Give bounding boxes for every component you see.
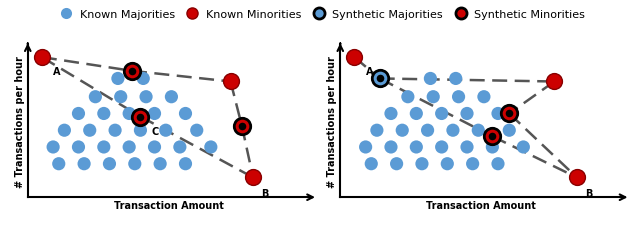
Point bbox=[149, 112, 159, 116]
Point bbox=[442, 162, 452, 166]
Point bbox=[468, 162, 478, 166]
Point bbox=[180, 112, 191, 116]
Point bbox=[374, 77, 385, 81]
Point bbox=[549, 80, 559, 84]
Point bbox=[397, 129, 407, 133]
Point bbox=[374, 77, 385, 81]
Legend: Known Majorities, Known Minorities, Synthetic Majorities, Synthetic Minorities: Known Majorities, Known Minorities, Synt… bbox=[51, 6, 589, 24]
Point bbox=[141, 95, 151, 99]
Text: A: A bbox=[53, 67, 61, 77]
Point bbox=[116, 95, 126, 99]
Point bbox=[493, 112, 503, 116]
Point bbox=[237, 124, 247, 128]
Point bbox=[135, 115, 145, 119]
Point bbox=[479, 95, 489, 99]
Point bbox=[205, 146, 216, 149]
Point bbox=[436, 146, 447, 149]
Point bbox=[54, 162, 64, 166]
Point bbox=[366, 162, 376, 166]
Text: B: B bbox=[586, 188, 593, 198]
Point bbox=[572, 176, 582, 179]
Point bbox=[149, 146, 159, 149]
Point bbox=[428, 95, 438, 99]
Point bbox=[135, 115, 145, 119]
Point bbox=[411, 146, 421, 149]
Point bbox=[130, 162, 140, 166]
Point bbox=[454, 95, 464, 99]
Point bbox=[487, 135, 497, 139]
Point bbox=[110, 129, 120, 133]
Point bbox=[90, 95, 100, 99]
Point bbox=[487, 135, 497, 139]
Point bbox=[60, 129, 70, 133]
Point bbox=[155, 162, 165, 166]
Point bbox=[518, 146, 529, 149]
Point bbox=[74, 146, 84, 149]
Point bbox=[138, 77, 148, 81]
Point bbox=[487, 146, 497, 149]
Point bbox=[417, 162, 427, 166]
Text: B: B bbox=[262, 188, 269, 198]
Point bbox=[225, 80, 236, 84]
Point bbox=[99, 146, 109, 149]
Point bbox=[462, 146, 472, 149]
Point bbox=[180, 162, 191, 166]
Point bbox=[436, 112, 447, 116]
Point bbox=[135, 129, 145, 133]
Point bbox=[74, 112, 84, 116]
Point bbox=[99, 112, 109, 116]
Point bbox=[504, 112, 515, 116]
X-axis label: Transaction Amount: Transaction Amount bbox=[426, 200, 536, 210]
Point bbox=[504, 112, 515, 116]
Point bbox=[36, 56, 47, 60]
Point bbox=[349, 56, 360, 60]
Point bbox=[493, 162, 503, 166]
Point bbox=[473, 129, 483, 133]
Point bbox=[360, 146, 371, 149]
Y-axis label: # Transactions per hour: # Transactions per hour bbox=[15, 56, 25, 187]
Text: C: C bbox=[152, 126, 159, 136]
Point bbox=[372, 129, 382, 133]
Point bbox=[237, 124, 247, 128]
Point bbox=[127, 70, 137, 73]
Point bbox=[386, 146, 396, 149]
X-axis label: Transaction Amount: Transaction Amount bbox=[114, 200, 223, 210]
Point bbox=[451, 77, 461, 81]
Point bbox=[426, 77, 436, 81]
Point bbox=[79, 162, 89, 166]
Point bbox=[403, 95, 413, 99]
Y-axis label: # Transactions per hour: # Transactions per hour bbox=[328, 56, 337, 187]
Point bbox=[161, 129, 171, 133]
Point bbox=[386, 112, 396, 116]
Point bbox=[411, 112, 421, 116]
Point bbox=[191, 129, 202, 133]
Text: A: A bbox=[365, 67, 373, 77]
Point bbox=[104, 162, 115, 166]
Point bbox=[113, 77, 123, 81]
Point bbox=[175, 146, 185, 149]
Point bbox=[127, 70, 137, 73]
Point bbox=[166, 95, 177, 99]
Point bbox=[124, 146, 134, 149]
Point bbox=[124, 112, 134, 116]
Point bbox=[248, 176, 258, 179]
Point bbox=[48, 146, 58, 149]
Point bbox=[462, 112, 472, 116]
Point bbox=[84, 129, 95, 133]
Point bbox=[392, 162, 402, 166]
Point bbox=[448, 129, 458, 133]
Point bbox=[422, 129, 433, 133]
Point bbox=[504, 129, 515, 133]
